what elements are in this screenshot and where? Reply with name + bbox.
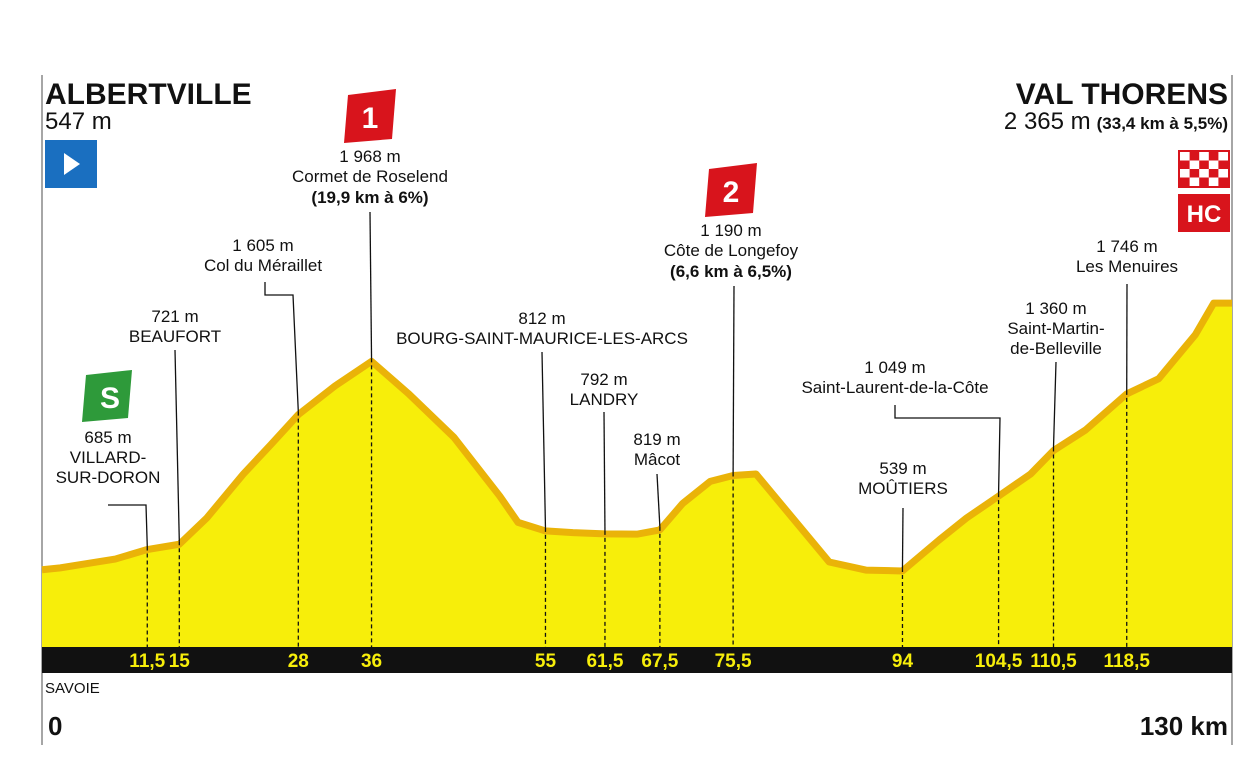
point-name: Cormet de Roselend	[292, 167, 448, 186]
point-name: Col du Méraillet	[204, 256, 322, 275]
point-name: VILLARD-	[70, 448, 147, 467]
point-name: SUR-DORON	[56, 468, 161, 487]
climb-icon	[705, 163, 757, 217]
point-altitude: 685 m	[84, 428, 131, 447]
x-tick-label: 104,5	[975, 651, 1023, 672]
x-tick-label: 110,5	[1030, 651, 1077, 672]
x-tick-label: 55	[535, 651, 557, 672]
point-altitude: 1 968 m	[339, 147, 400, 166]
sprint-label: S	[100, 382, 120, 415]
x-tick-label: 94	[892, 651, 914, 672]
x-tick-label: 15	[169, 651, 191, 672]
point-name: BEAUFORT	[129, 327, 221, 346]
start-name: ALBERTVILLE	[45, 78, 252, 111]
x-tick-label: 36	[361, 651, 382, 672]
point-altitude: 1 360 m	[1025, 299, 1086, 318]
point-altitude: 1 605 m	[232, 236, 293, 255]
point-altitude: 1 190 m	[700, 221, 761, 240]
x-tick-label: 61,5	[586, 651, 623, 672]
check	[1218, 169, 1228, 178]
check	[1189, 177, 1200, 186]
leader-line	[174, 349, 180, 542]
point-climb: (19,9 km à 6%)	[311, 188, 428, 207]
start-arrow	[64, 153, 80, 175]
point-altitude: 539 m	[879, 459, 926, 478]
point-name: Saint-Laurent-de-la-Côte	[801, 378, 988, 397]
point-climb: (6,6 km à 6,5%)	[670, 262, 792, 281]
x-end-label: 130 km	[1140, 711, 1228, 741]
leader-line	[369, 211, 373, 359]
check	[1218, 152, 1228, 161]
check	[1189, 160, 1200, 169]
point-name: Mâcot	[634, 450, 681, 469]
leader-line	[1052, 361, 1057, 448]
hc-label: HC	[1187, 201, 1222, 228]
leader-line	[603, 411, 606, 531]
leader-line	[894, 405, 1001, 494]
climb-category: 1	[362, 102, 379, 135]
check	[1199, 152, 1209, 161]
point-name: Saint-Martin-	[1007, 319, 1104, 338]
finish-altitude: 2 365 m	[1004, 108, 1091, 135]
point-altitude: 812 m	[518, 309, 565, 328]
check	[1199, 169, 1209, 178]
start-altitude: 547 m	[45, 108, 112, 135]
x-start-label: 0	[48, 711, 62, 741]
leader-line	[108, 504, 148, 547]
check	[1180, 169, 1190, 178]
point-altitude: 721 m	[151, 307, 198, 326]
point-name: Les Menuires	[1076, 257, 1178, 276]
km-bar	[42, 647, 1232, 673]
leader-line	[732, 285, 735, 473]
x-tick-label: 118,5	[1103, 651, 1150, 672]
point-altitude: 792 m	[580, 370, 627, 389]
leader-line	[656, 473, 661, 527]
check	[1180, 152, 1190, 161]
point-altitude: 819 m	[633, 430, 680, 449]
finish-altitude-line: 2 365 m (33,4 km à 5,5%)	[1004, 108, 1228, 135]
finish-climb: (33,4 km à 5,5%)	[1097, 114, 1228, 133]
profile-edge	[41, 299, 1232, 575]
leader-line	[541, 351, 547, 528]
point-name: LANDRY	[570, 390, 639, 409]
x-tick-label: 11,5	[129, 651, 165, 672]
check	[1208, 160, 1219, 169]
leader-line	[901, 507, 904, 568]
point-altitude: 1 746 m	[1096, 237, 1157, 256]
x-tick-label: 28	[288, 651, 309, 672]
point-name: BOURG-SAINT-MAURICE-LES-ARCS	[396, 329, 688, 348]
finish-name: VAL THORENS	[1016, 78, 1228, 111]
finish-flag	[1178, 150, 1230, 188]
point-altitude: 1 049 m	[864, 358, 925, 377]
x-tick-label: 75,5	[715, 651, 752, 672]
leader-line	[264, 282, 299, 412]
point-name: MOÛTIERS	[858, 479, 948, 498]
point-name: de-Belleville	[1010, 339, 1102, 358]
x-tick-label: 67,5	[641, 651, 678, 672]
climb-icon	[344, 89, 396, 143]
flag-checks	[1180, 152, 1228, 186]
point-name: Côte de Longefoy	[664, 241, 799, 260]
hc-icon	[1178, 194, 1230, 232]
climb-category: 2	[723, 176, 740, 209]
profile-layer	[41, 299, 1232, 647]
sprint-icon	[82, 370, 132, 422]
region: SAVOIE	[45, 680, 100, 697]
check	[1208, 177, 1219, 186]
